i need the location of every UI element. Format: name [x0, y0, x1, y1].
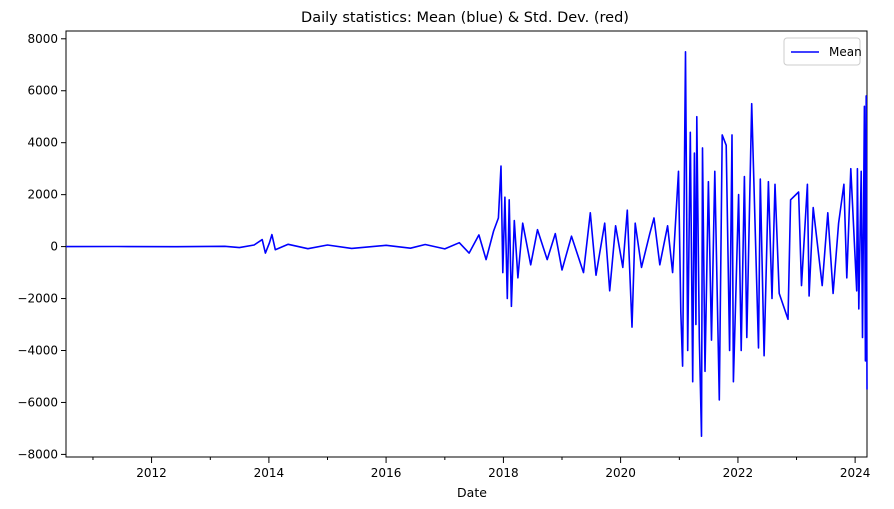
y-tick-label: 2000: [27, 188, 58, 202]
x-tick-label: 2022: [723, 466, 754, 480]
x-tick-label: 2012: [136, 466, 167, 480]
legend-box: [783, 37, 861, 66]
y-tick-label: 0: [50, 240, 58, 254]
y-tick-label: 4000: [27, 136, 58, 150]
y-tick-label: 8000: [27, 32, 58, 46]
plot-area: [65, 30, 868, 458]
x-axis: 2012 2014 2016 2018 2020 2022 2024: [92, 457, 871, 480]
series-layer: [65, 51, 868, 437]
x-axis-label: Date: [457, 485, 487, 500]
x-tick-label: 2016: [371, 466, 402, 480]
y-tick-label: −4000: [17, 344, 58, 358]
legend-label: Mean: [829, 45, 862, 59]
series-line-mean: [65, 51, 868, 437]
y-tick-label: −2000: [17, 292, 58, 306]
y-tick-label: 6000: [27, 84, 58, 98]
x-tick-label: 2018: [488, 466, 519, 480]
legend: Mean: [783, 37, 862, 66]
x-tick-label: 2024: [840, 466, 871, 480]
x-tick-label: 2020: [605, 466, 636, 480]
y-axis: −8000 −6000 −4000 −2000 0 2000 4000 6000 8000: [17, 32, 66, 461]
chart-title: Daily statistics: Mean (blue) & Std. Dev…: [301, 10, 629, 26]
plot-frame: [65, 30, 868, 458]
x-tick-label: 2014: [254, 466, 285, 480]
y-tick-label: −8000: [17, 447, 58, 461]
y-tick-label: −6000: [17, 395, 58, 409]
